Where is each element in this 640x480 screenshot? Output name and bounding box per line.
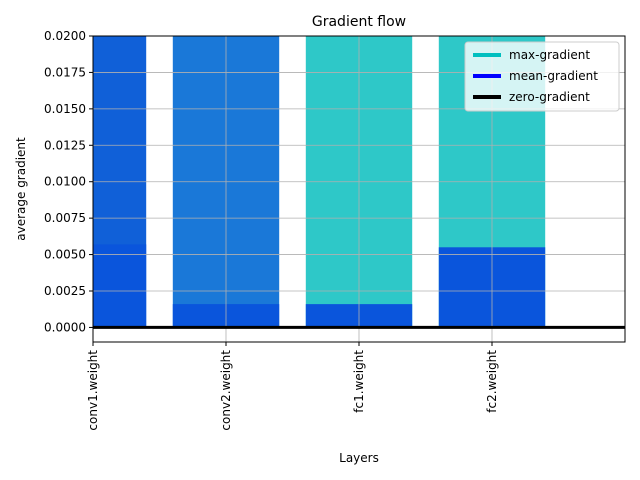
x-tick-label: fc2.weight — [485, 350, 499, 413]
x-tick-label: conv2.weight — [219, 350, 233, 431]
bar — [93, 244, 147, 328]
y-tick-label: 0.0100 — [44, 175, 86, 189]
y-tick-label: 0.0200 — [44, 29, 86, 43]
axes-frame — [92, 35, 626, 343]
y-tick-label: 0.0000 — [44, 320, 86, 334]
legend-label: max-gradient — [509, 48, 590, 62]
y-tick-label: 0.0125 — [44, 138, 86, 152]
y-axis-label: average gradient — [14, 137, 28, 241]
y-tick-label: 0.0175 — [44, 65, 86, 79]
legend-label: zero-gradient — [509, 90, 590, 104]
y-tick-label: 0.0050 — [44, 248, 86, 262]
x-tick-label: conv1.weight — [86, 350, 100, 431]
x-tick-label: fc1.weight — [352, 350, 366, 413]
legend-label: mean-gradient — [509, 69, 598, 83]
y-tick-label: 0.0075 — [44, 211, 86, 225]
chart-title: Gradient flow — [312, 14, 406, 30]
y-tick-label: 0.0025 — [44, 284, 86, 298]
y-tick-label: 0.0150 — [44, 102, 86, 116]
legend-box — [464, 41, 620, 112]
x-axis-label: Layers — [339, 451, 379, 465]
overlay: 0.0000 0.0025 0.0050 0.0075 0.0100 0.0125 0.01… — [44, 29, 626, 431]
